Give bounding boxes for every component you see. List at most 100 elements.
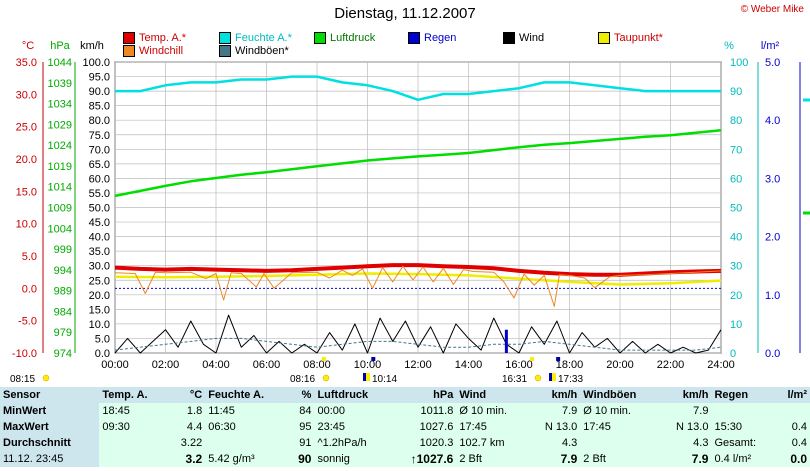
legend-swatch <box>123 32 135 44</box>
pressure-tick-label: 1039 <box>48 78 72 90</box>
stats-cell: N 13.0 <box>659 419 712 435</box>
stats-header: Wind <box>456 387 529 403</box>
axis-unit-label: hPa <box>50 40 70 52</box>
stats-cell <box>775 403 810 419</box>
axis-unit-label: km/h <box>80 40 104 52</box>
legend-label: Wind <box>519 32 545 44</box>
stats-cell: 7.9 <box>659 403 712 419</box>
temp-tick-label: -5.0 <box>18 316 37 328</box>
moon-icon-highlight <box>552 373 556 381</box>
legend-item-gusts: Windböen* <box>219 45 289 57</box>
stats-cell: 84 <box>288 403 315 419</box>
legend-item-temp: Temp. A.* <box>123 32 186 44</box>
stats-row-label: MinWert <box>0 403 100 419</box>
pressure-tick-label: 1029 <box>48 119 72 131</box>
stats-cell: 91 <box>288 435 315 451</box>
time-tick-label: 08:00 <box>303 359 331 371</box>
stats-header: °C <box>168 387 206 403</box>
time-tick-label: 24:00 <box>707 359 735 371</box>
temp-tick-label: 0.0 <box>22 283 37 295</box>
rain-tick-label: 2.0 <box>765 232 780 244</box>
humidity-tick-label: 0 <box>730 348 736 360</box>
copyright-text: © Weber Mike <box>740 4 804 15</box>
sun-icon <box>42 374 50 382</box>
stats-cell: 18:45 <box>99 403 169 419</box>
stats-header: km/h <box>659 387 712 403</box>
wind-tick-label: 35.0 <box>89 246 110 258</box>
stats-cell: 7.9 <box>528 451 581 467</box>
legend-item-rain: Regen <box>408 32 456 44</box>
series-line-feuchtea <box>115 75 721 102</box>
wind-tick-label: 20.0 <box>89 290 110 302</box>
stats-cell: sonnig <box>314 451 391 467</box>
stats-cell: 1.8 <box>168 403 206 419</box>
chart-canvas: °C hPa km/h% l/m² 35.0 30.0 25.0 20.0 15.0 10.0 5.… <box>10 40 810 385</box>
stats-row-max: MaxWert 09:30 4.4 06:30 95 23:45 1027.6 … <box>0 419 810 435</box>
pressure-tick-label: 974 <box>54 348 72 360</box>
stats-header: % <box>288 387 315 403</box>
time-tick-label: 20:00 <box>606 359 634 371</box>
wind-tick-label: 95.0 <box>89 72 110 84</box>
stats-row-avg: Durchschnitt 3.22 91 ^1.2hPa/h 1020.3 10… <box>0 435 810 451</box>
wind-tick-label: 90.0 <box>89 86 110 98</box>
legend-label: Windchill <box>139 45 184 57</box>
stats-cell: 17:45 <box>580 419 660 435</box>
wind-tick-label: 50.0 <box>89 203 110 215</box>
humidity-tick-label: 60 <box>730 173 742 185</box>
wind-tick-label: 70.0 <box>89 144 110 156</box>
stats-cell: 1027.6 <box>390 419 457 435</box>
time-tick-label: 02:00 <box>152 359 180 371</box>
time-tick-label: 04:00 <box>202 359 230 371</box>
pressure-tick-label: 1014 <box>48 182 72 194</box>
temp-tick-label: 20.0 <box>16 154 37 166</box>
wind-tick-label: 30.0 <box>89 261 110 273</box>
wind-tick-label: 40.0 <box>89 232 110 244</box>
pressure-tick-label: 1009 <box>48 203 72 215</box>
time-tick-label: 12:00 <box>404 359 432 371</box>
temp-tick-label: 25.0 <box>16 122 37 134</box>
stats-cell: ↑1027.6 <box>390 451 457 467</box>
series-line-wind <box>114 314 722 354</box>
stats-cell: 1020.3 <box>390 435 457 451</box>
stats-cell: 1011.8 <box>390 403 457 419</box>
rain-tick-label: 5.0 <box>765 57 780 69</box>
legend-item-wind: Wind <box>503 32 544 44</box>
stats-cell: 23:45 <box>314 419 391 435</box>
legend-swatch <box>598 32 610 44</box>
stats-row-label: Durchschnitt <box>0 435 100 451</box>
stats-cell: 0.4 l/m² <box>711 451 776 467</box>
axis-unit-label: % <box>724 40 734 52</box>
axis-unit-label: °C <box>22 40 34 52</box>
stats-cell: 7.9 <box>659 451 712 467</box>
legend-label: Windböen* <box>235 45 289 57</box>
stats-cell: 4.3 <box>528 435 581 451</box>
temp-tick-label: -10.0 <box>12 348 37 360</box>
rain-bar <box>504 329 508 353</box>
pressure-tick-label: 1044 <box>48 57 72 69</box>
sun-event-label: 08:16 <box>290 374 315 385</box>
stats-cell: 00:00 <box>314 403 391 419</box>
legend-item-humidity: Feuchte A.* <box>219 32 292 44</box>
stats-cell <box>711 403 776 419</box>
stats-row-min: MinWert 18:45 1.8 11:45 84 00:00 1011.8 … <box>0 403 810 419</box>
temp-tick-label: 5.0 <box>22 251 37 263</box>
sun-event-label: 10:14 <box>372 374 397 385</box>
pressure-tick-label: 1004 <box>48 223 72 235</box>
pressure-tick-label: 994 <box>54 265 72 277</box>
humidity-tick-label: 50 <box>730 203 742 215</box>
stats-header: Feuchte A. <box>205 387 289 403</box>
stats-cell: 3.22 <box>168 435 206 451</box>
pressure-tick-label: 999 <box>54 244 72 256</box>
stats-cell: Ø 10 min. <box>456 403 529 419</box>
pressure-tick-label: 979 <box>54 327 72 339</box>
wind-tick-label: 25.0 <box>89 275 110 287</box>
legend-swatch <box>503 32 515 44</box>
stats-cell: 4.4 <box>168 419 206 435</box>
stats-cell: 11:45 <box>205 403 289 419</box>
wind-tick-label: 10.0 <box>89 319 110 331</box>
temp-tick-label: 15.0 <box>16 186 37 198</box>
wind-tick-label: 100.0 <box>82 57 110 69</box>
time-tick-label: 06:00 <box>253 359 281 371</box>
stats-header: l/m² <box>775 387 810 403</box>
stats-cell: 15:30 <box>711 419 776 435</box>
